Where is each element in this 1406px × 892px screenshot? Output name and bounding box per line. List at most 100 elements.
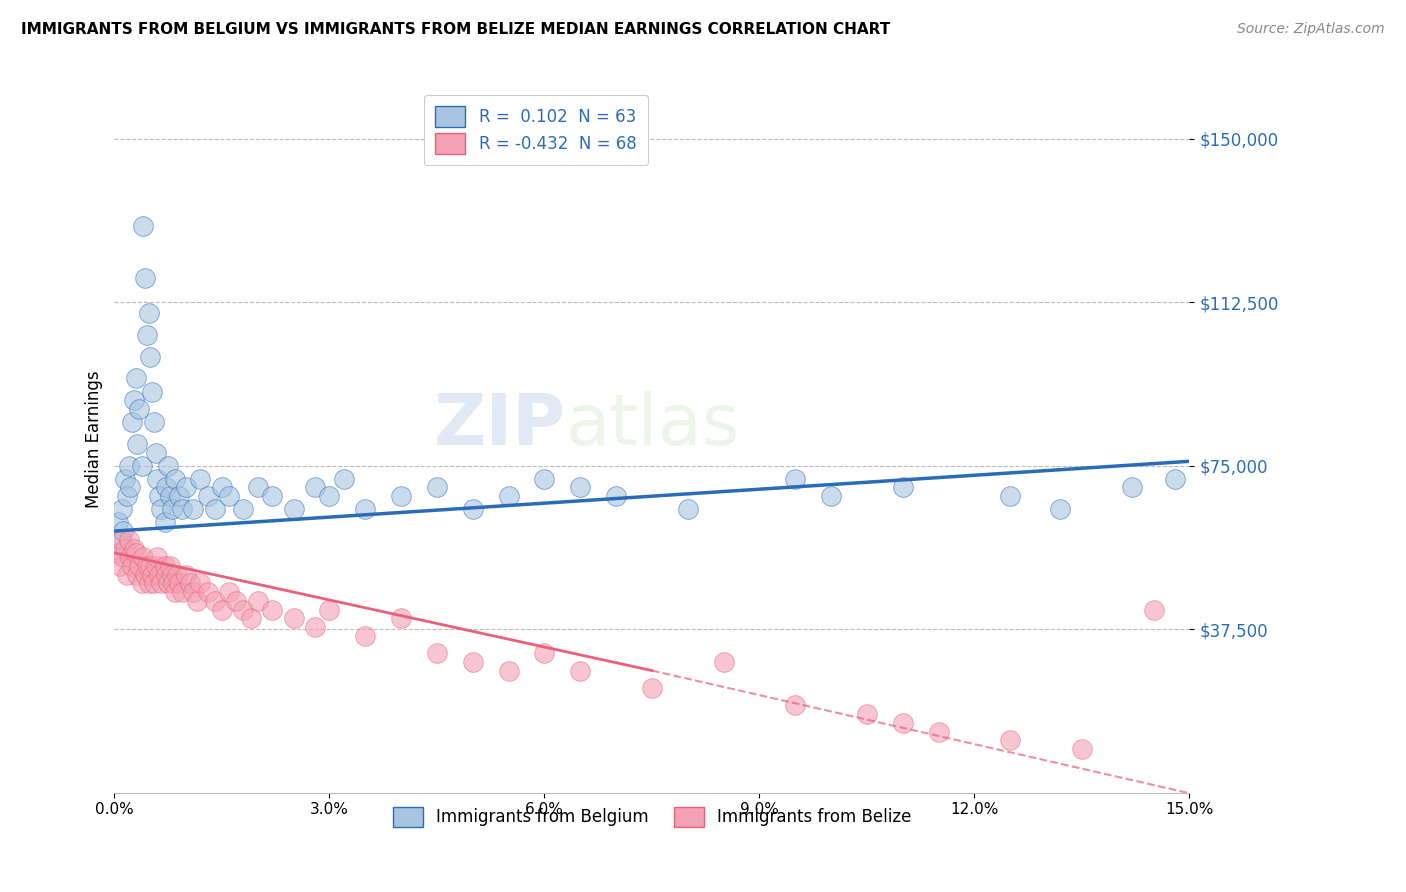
- Point: [138, 576, 160, 591]
- Point: [179, 576, 201, 591]
- Point: [141, 567, 163, 582]
- Point: [856, 707, 879, 722]
- Point: [533, 646, 555, 660]
- Point: [785, 472, 807, 486]
- Point: [120, 550, 142, 565]
- Point: [107, 516, 129, 530]
- Point: [110, 533, 132, 547]
- Point: [304, 620, 326, 634]
- Point: [165, 472, 187, 486]
- Point: [142, 576, 165, 591]
- Y-axis label: Median Earnings: Median Earnings: [86, 371, 103, 508]
- Point: [1121, 480, 1143, 494]
- Point: [166, 567, 188, 582]
- Point: [150, 576, 173, 591]
- Point: [204, 502, 226, 516]
- Point: [239, 611, 262, 625]
- Point: [121, 415, 143, 429]
- Point: [160, 502, 183, 516]
- Point: [146, 550, 169, 565]
- Point: [283, 502, 305, 516]
- Point: [124, 541, 146, 556]
- Point: [928, 724, 950, 739]
- Point: [167, 576, 190, 591]
- Point: [108, 558, 131, 573]
- Point: [332, 472, 354, 486]
- Point: [107, 546, 129, 560]
- Legend: Immigrants from Belgium, Immigrants from Belize: Immigrants from Belgium, Immigrants from…: [385, 800, 918, 834]
- Point: [132, 219, 155, 233]
- Point: [125, 371, 148, 385]
- Point: [204, 594, 226, 608]
- Point: [498, 489, 520, 503]
- Point: [605, 489, 627, 503]
- Point: [155, 480, 177, 494]
- Point: [676, 502, 699, 516]
- Point: [174, 567, 197, 582]
- Point: [159, 489, 181, 503]
- Point: [197, 489, 219, 503]
- Point: [1142, 602, 1164, 616]
- Point: [165, 585, 187, 599]
- Point: [533, 472, 555, 486]
- Point: [148, 567, 170, 582]
- Point: [148, 489, 170, 503]
- Point: [1000, 733, 1022, 747]
- Point: [181, 502, 204, 516]
- Point: [426, 646, 449, 660]
- Point: [124, 393, 146, 408]
- Point: [354, 629, 377, 643]
- Point: [134, 567, 156, 582]
- Point: [1000, 489, 1022, 503]
- Point: [891, 715, 914, 730]
- Point: [135, 327, 157, 342]
- Point: [232, 502, 254, 516]
- Point: [891, 480, 914, 494]
- Point: [146, 472, 169, 486]
- Point: [785, 698, 807, 713]
- Point: [128, 558, 150, 573]
- Point: [157, 576, 180, 591]
- Point: [569, 664, 592, 678]
- Point: [153, 516, 176, 530]
- Point: [354, 502, 377, 516]
- Point: [145, 445, 167, 459]
- Point: [225, 594, 247, 608]
- Point: [1071, 742, 1094, 756]
- Point: [162, 576, 184, 591]
- Point: [318, 602, 340, 616]
- Point: [131, 458, 153, 473]
- Text: atlas: atlas: [567, 391, 741, 460]
- Point: [181, 585, 204, 599]
- Point: [121, 558, 143, 573]
- Point: [262, 489, 284, 503]
- Point: [262, 602, 284, 616]
- Point: [118, 533, 141, 547]
- Point: [218, 585, 240, 599]
- Point: [1164, 472, 1187, 486]
- Point: [186, 594, 208, 608]
- Point: [160, 567, 183, 582]
- Point: [157, 458, 180, 473]
- Point: [134, 271, 156, 285]
- Point: [131, 576, 153, 591]
- Point: [118, 458, 141, 473]
- Point: [197, 585, 219, 599]
- Point: [232, 602, 254, 616]
- Point: [155, 567, 177, 582]
- Point: [641, 681, 664, 695]
- Point: [172, 502, 194, 516]
- Point: [111, 550, 134, 565]
- Point: [127, 567, 149, 582]
- Point: [218, 489, 240, 503]
- Point: [139, 350, 162, 364]
- Point: [145, 558, 167, 573]
- Point: [117, 489, 139, 503]
- Point: [125, 546, 148, 560]
- Point: [426, 480, 449, 494]
- Point: [190, 472, 212, 486]
- Point: [172, 585, 194, 599]
- Point: [569, 480, 592, 494]
- Point: [141, 384, 163, 399]
- Point: [114, 541, 136, 556]
